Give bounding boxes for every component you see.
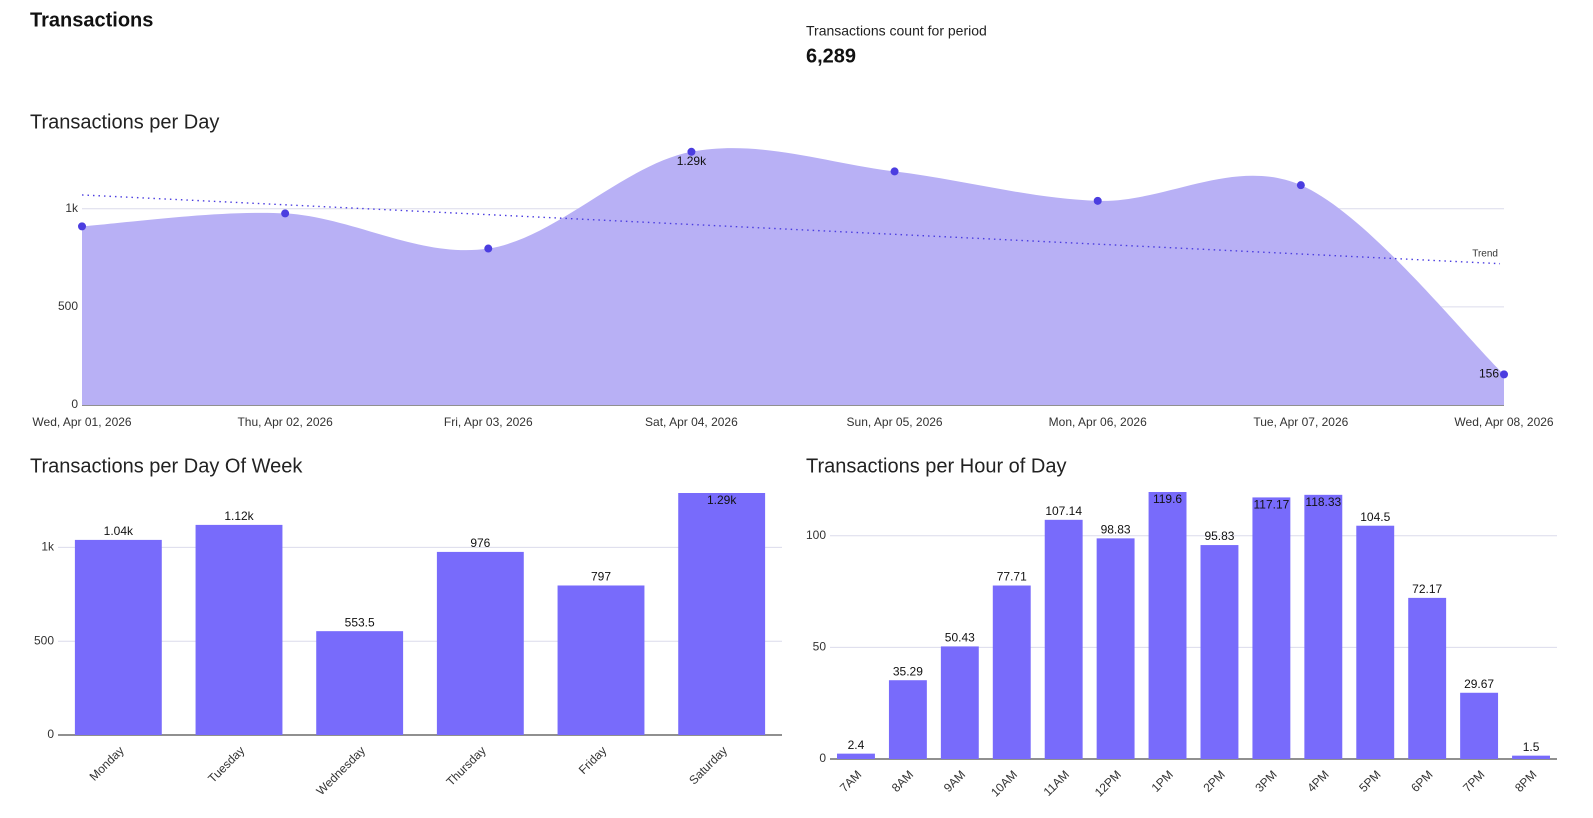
value-label: 156	[1479, 367, 1499, 381]
kpi-label: Transactions count for period	[806, 23, 987, 39]
bar	[1512, 755, 1550, 759]
x-tick-label: Fri, Apr 03, 2026	[444, 415, 533, 429]
data-point	[1296, 181, 1305, 190]
bar	[1096, 538, 1135, 759]
value-label: 77.71	[997, 570, 1027, 584]
value-label: 50.43	[945, 631, 975, 645]
x-tick-label: Sun, Apr 05, 2026	[847, 415, 943, 429]
y-tick-label: 0	[819, 751, 826, 765]
data-point	[78, 222, 86, 231]
area	[82, 148, 1504, 406]
x-tick-label: Sat, Apr 04, 2026	[645, 415, 738, 429]
y-tick-label: 50	[813, 640, 827, 654]
data-point	[1500, 370, 1508, 379]
x-tick-label: Thursday	[443, 743, 488, 788]
x-tick-label: 4PM	[1304, 767, 1331, 794]
x-tick-label: 5PM	[1356, 767, 1383, 794]
x-tick-label: Wed, Apr 01, 2026	[32, 415, 132, 429]
chart-title: Transactions per Hour of Day	[806, 455, 1066, 477]
bar	[316, 631, 404, 735]
value-label: 553.5	[345, 615, 375, 629]
x-tick-label: 6PM	[1408, 767, 1435, 794]
bar	[436, 551, 524, 735]
y-tick-label: 1k	[41, 540, 55, 554]
y-tick-label: 0	[47, 727, 54, 741]
x-tick-label: 7AM	[837, 767, 864, 794]
bar	[1148, 492, 1187, 759]
x-tick-label: 10AM	[988, 767, 1020, 799]
bar	[1460, 692, 1499, 759]
value-label: 797	[591, 570, 611, 584]
y-tick-label: 500	[34, 633, 54, 647]
x-tick-label: 8PM	[1512, 767, 1539, 794]
x-tick-label: Thu, Apr 02, 2026	[237, 415, 333, 429]
value-label: 29.67	[1464, 677, 1494, 691]
x-tick-label: Tuesday	[205, 743, 247, 785]
x-tick-label: Friday	[576, 743, 609, 776]
bar	[1044, 519, 1083, 759]
x-tick-label: Tue, Apr 07, 2026	[1253, 415, 1348, 429]
bar	[1304, 494, 1343, 759]
data-point	[1093, 196, 1102, 205]
x-tick-label: 8AM	[889, 767, 916, 794]
bar	[1356, 525, 1395, 759]
x-tick-label: 9AM	[941, 767, 968, 794]
data-point	[281, 209, 290, 218]
bar	[837, 753, 875, 759]
y-tick-label: 500	[58, 299, 78, 313]
value-label: 107.14	[1045, 504, 1082, 518]
x-tick-label: Saturday	[686, 743, 730, 787]
x-tick-label: Wed, Apr 08, 2026	[1454, 415, 1554, 429]
bar	[678, 493, 766, 735]
value-label: 35.29	[893, 664, 923, 678]
x-tick-label: 12PM	[1092, 767, 1124, 799]
value-label: 1.29k	[707, 493, 737, 507]
value-label: 72.17	[1412, 582, 1442, 596]
data-point	[890, 167, 899, 176]
x-tick-label: 11AM	[1041, 767, 1072, 798]
value-label: 95.83	[1204, 529, 1234, 543]
bar	[74, 539, 162, 735]
data-point	[687, 147, 696, 156]
x-tick-label: Monday	[87, 743, 127, 783]
value-label: 1.12k	[224, 509, 254, 523]
value-label: 117.17	[1253, 498, 1289, 512]
value-label: 976	[470, 536, 490, 550]
bar	[1252, 497, 1291, 759]
x-tick-label: 1PM	[1149, 767, 1176, 794]
x-tick-label: 3PM	[1252, 767, 1279, 794]
bar	[557, 585, 645, 735]
y-tick-label: 0	[71, 397, 78, 411]
data-point	[484, 244, 493, 253]
x-tick-label: Wednesday	[313, 743, 368, 798]
trend-line	[81, 194, 1501, 265]
bar	[195, 524, 283, 735]
bar	[992, 585, 1031, 759]
y-tick-label: 1k	[65, 201, 79, 215]
value-label: 1.04k	[104, 524, 134, 538]
x-tick-label: Mon, Apr 06, 2026	[1049, 415, 1147, 429]
value-label: 104.5	[1360, 510, 1390, 524]
bar	[1200, 545, 1239, 759]
value-label: 118.33	[1305, 495, 1341, 509]
bar	[1408, 597, 1447, 759]
kpi-value: 6,289	[806, 45, 856, 67]
chart-title: Transactions per Day Of Week	[30, 455, 303, 477]
value-label: 98.83	[1101, 523, 1131, 537]
chart-title: Transactions per Day	[30, 111, 219, 133]
trend-label: Trend	[1472, 248, 1498, 259]
value-label: 1.5	[1523, 740, 1540, 754]
value-label: 119.6	[1153, 492, 1182, 506]
page-title: Transactions	[30, 9, 153, 31]
x-tick-label: 2PM	[1200, 767, 1227, 794]
value-label: 2.4	[848, 738, 865, 752]
x-tick-label: 7PM	[1460, 767, 1487, 794]
bar	[888, 680, 927, 759]
bar	[940, 646, 979, 759]
value-label: 1.29k	[677, 154, 707, 168]
y-tick-label: 100	[806, 528, 826, 542]
